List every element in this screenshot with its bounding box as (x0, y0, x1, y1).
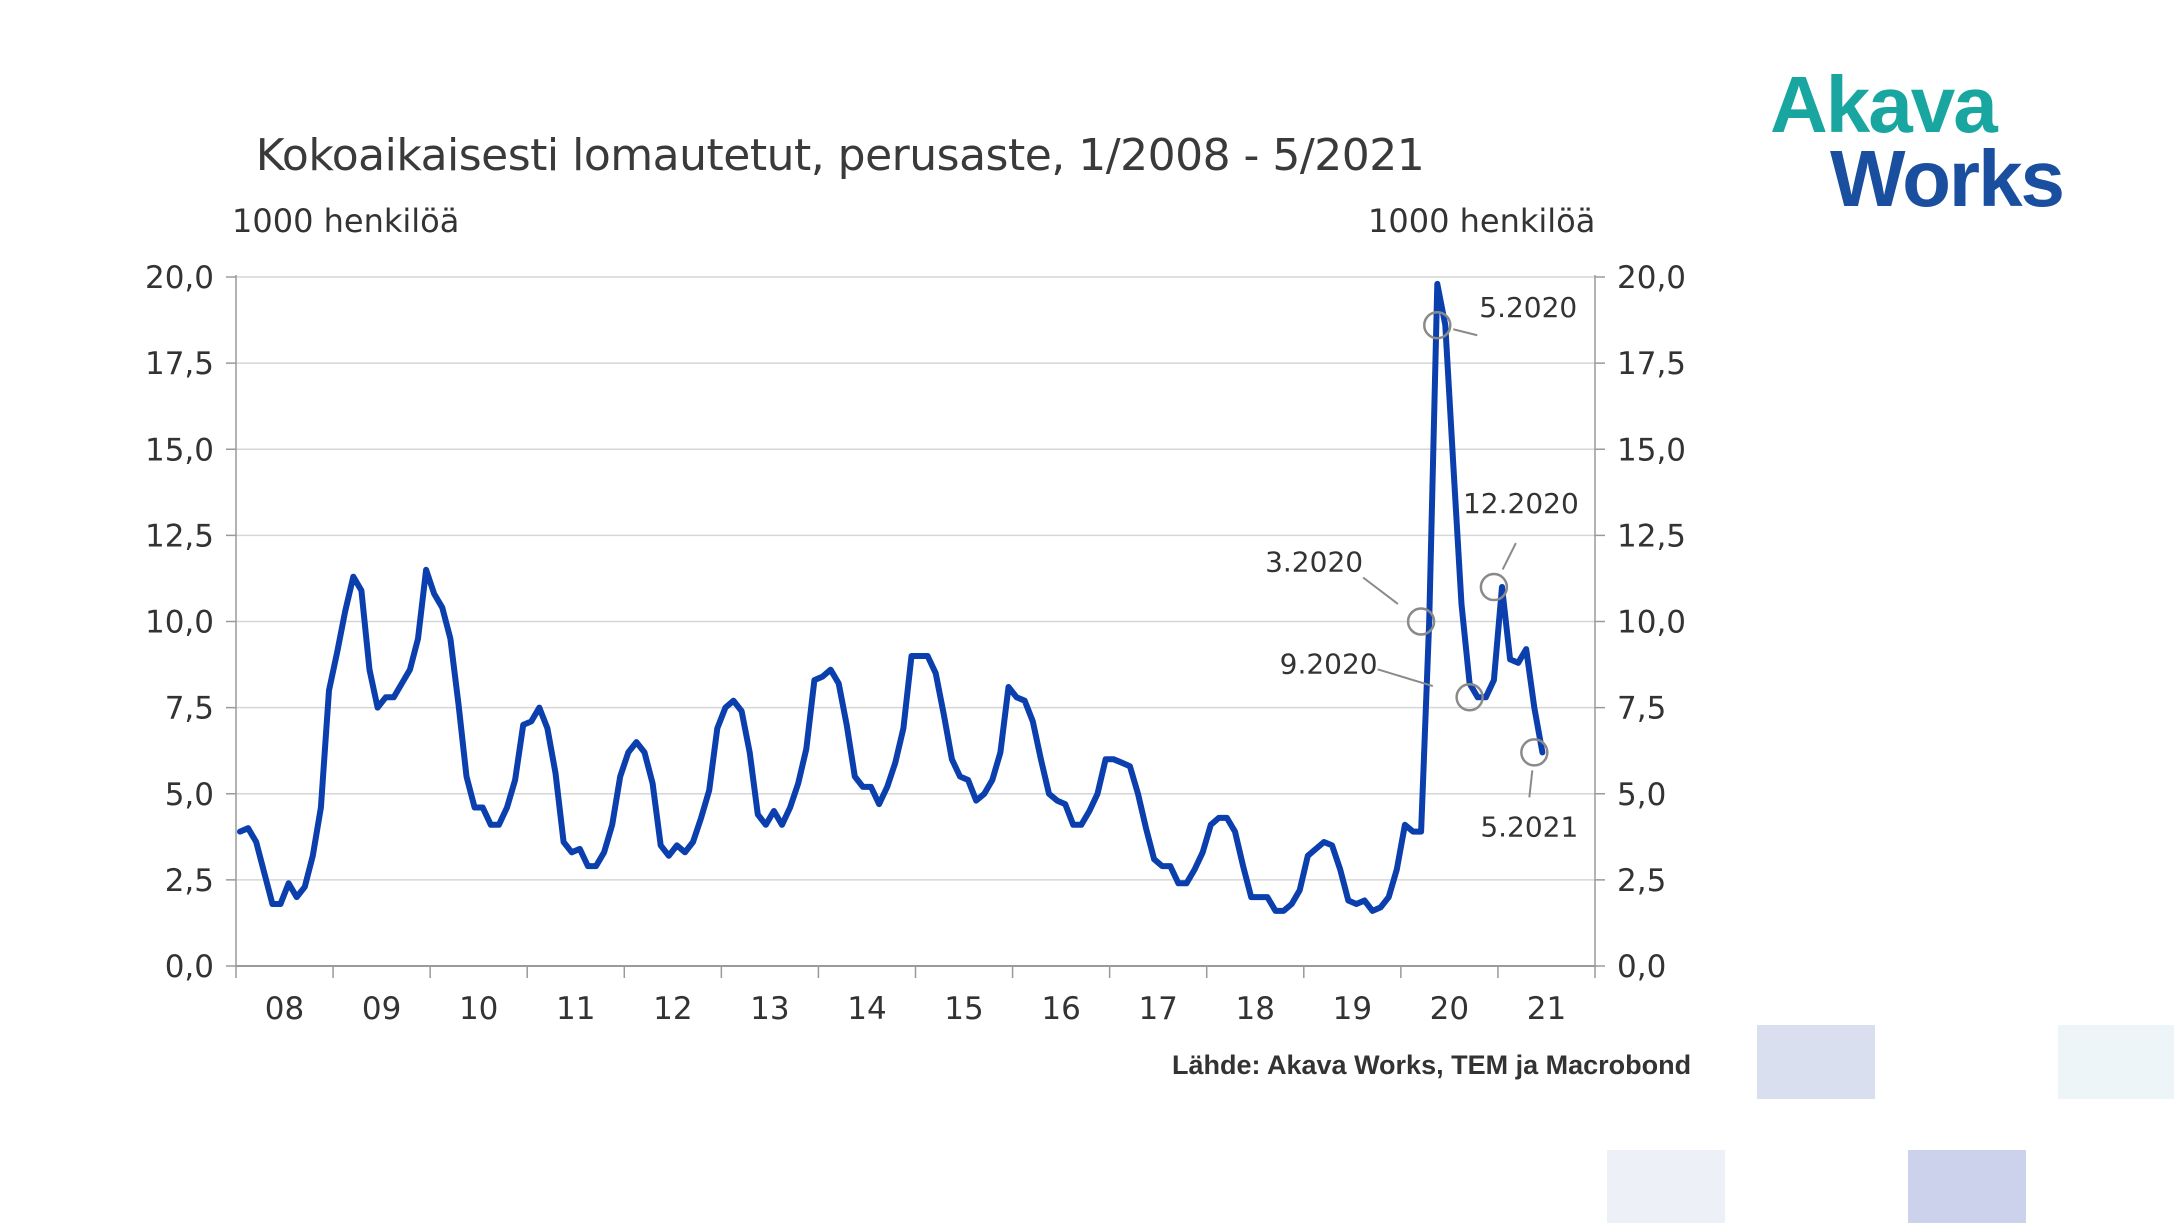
left-axis-unit-label: 1000 henkilöä (232, 202, 460, 240)
decorative-square (1757, 1025, 1875, 1099)
x-tick-label: 20 (1430, 991, 1469, 1027)
right-axis-unit-label: 1000 henkilöä (1368, 202, 1596, 240)
x-tick-label: 15 (944, 991, 983, 1027)
annotation-leader-line (1362, 576, 1399, 605)
y-tick-label-left: 15,0 (145, 432, 214, 468)
y-tick-label-right: 20,0 (1617, 260, 1686, 296)
x-tick-label: 10 (459, 991, 498, 1027)
annotation-leader-line (1528, 770, 1534, 798)
annotation-leader-line (1453, 328, 1478, 337)
y-tick-label-right: 0,0 (1617, 949, 1666, 985)
akava-works-logo: Akava Works (1770, 60, 2065, 223)
annotation-marker (1455, 683, 1484, 712)
decorative-square (2058, 1025, 2174, 1099)
logo-line-1: Akava (1770, 60, 1998, 149)
y-tick-label-left: 12,5 (145, 518, 214, 554)
x-tick-label: 13 (750, 991, 789, 1027)
y-tick-label-right: 10,0 (1617, 605, 1686, 641)
y-tick-label-right: 7,5 (1617, 691, 1666, 727)
y-tick-label-right: 15,0 (1617, 432, 1686, 468)
decorative-square (1607, 1150, 1725, 1223)
x-tick-label: 16 (1041, 991, 1080, 1027)
annotation-marker (1479, 572, 1509, 602)
y-tick-label-right: 2,5 (1617, 863, 1666, 899)
y-tick-label-left: 5,0 (165, 777, 214, 813)
y-tick-label-left: 7,5 (165, 691, 214, 727)
x-tick-label: 18 (1236, 991, 1275, 1027)
chart-title: Kokoaikaisesti lomautetut, perusaste, 1/… (255, 130, 1425, 181)
x-tick-label: 09 (362, 991, 401, 1027)
y-tick-label-left: 20,0 (145, 260, 214, 296)
x-tick-label: 12 (653, 991, 692, 1027)
y-tick-label-right: 12,5 (1617, 518, 1686, 554)
annotation-leader-line (1501, 542, 1517, 570)
x-tick-label: 11 (556, 991, 595, 1027)
x-tick-label: 14 (847, 991, 886, 1027)
y-tick-label-left: 17,5 (145, 346, 214, 382)
x-tick-label: 08 (265, 991, 304, 1027)
series-line (237, 280, 1546, 914)
x-tick-label: 21 (1527, 991, 1566, 1027)
annotation-leader-line (1377, 668, 1434, 688)
y-tick-label-left: 2,5 (165, 863, 214, 899)
source-note: Lähde: Akava Works, TEM ja Macrobond (1172, 1050, 1692, 1080)
annotation-label: 9.2020 (1280, 647, 1378, 680)
annotation-label: 3.2020 (1265, 546, 1363, 579)
annotation-marker (1406, 607, 1436, 636)
logo-line-2: Works (1830, 133, 2065, 223)
y-tick-label-left: 10,0 (145, 605, 214, 641)
annotation-label: 5.2020 (1479, 291, 1577, 324)
annotation-label: 12.2020 (1463, 487, 1579, 520)
annotation-marker (1423, 310, 1452, 340)
x-tick-label: 19 (1333, 991, 1372, 1027)
x-tick-label: 17 (1138, 991, 1177, 1027)
y-tick-label-right: 17,5 (1617, 346, 1686, 382)
annotation-marker (1520, 738, 1549, 767)
y-tick-label-right: 5,0 (1617, 777, 1666, 813)
decorative-square (1908, 1150, 2026, 1223)
y-tick-label-left: 0,0 (165, 949, 214, 985)
annotation-label: 5.2021 (1480, 810, 1578, 843)
